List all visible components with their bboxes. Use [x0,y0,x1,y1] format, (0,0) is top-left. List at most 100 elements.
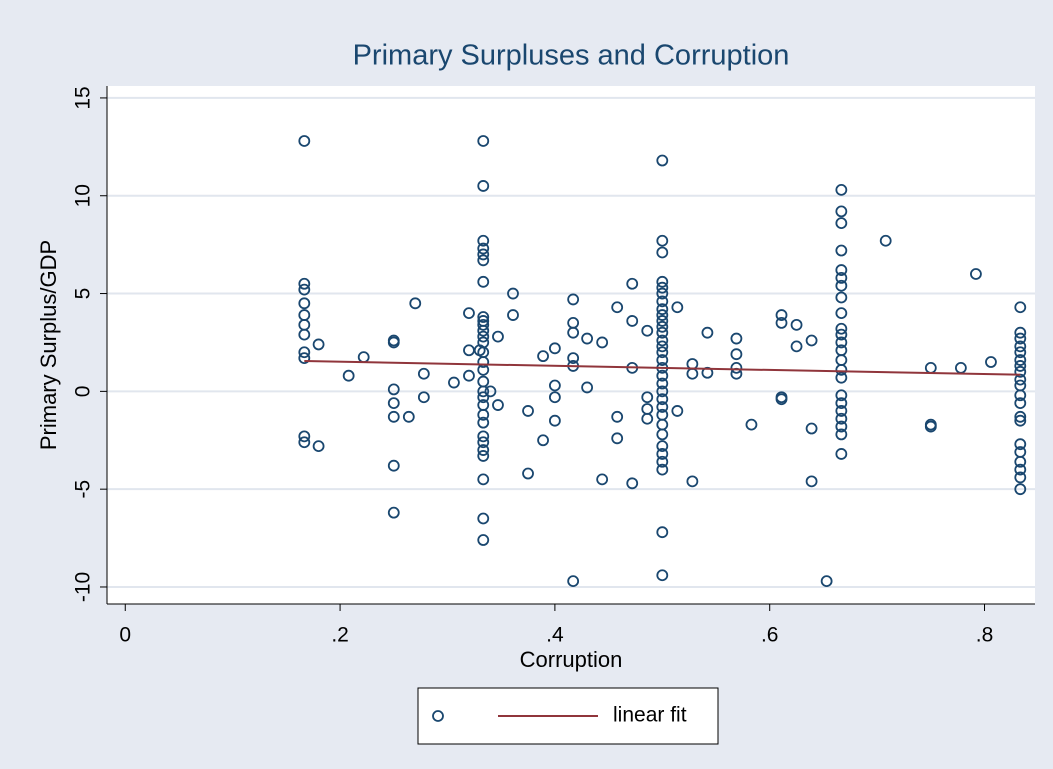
point [1014,360,1027,372]
point [548,342,561,355]
legend: linear fit [417,687,719,745]
point [611,410,624,423]
point [924,420,937,433]
point [656,154,669,167]
point [1014,340,1027,353]
point [671,301,684,314]
point [477,385,490,398]
point [835,264,848,276]
point [417,367,430,380]
x-tick-label: 0 [119,624,131,647]
point [548,414,561,427]
point [567,575,580,588]
point [1014,414,1027,427]
point [548,379,561,392]
point [567,326,580,339]
point [611,432,624,445]
point [656,246,669,259]
chart-title: Primary Surpluses and Corruption [353,40,790,72]
point [402,410,415,423]
point [492,330,504,343]
point [835,412,848,425]
point [298,135,311,147]
point [656,309,669,321]
point [477,534,490,546]
point [835,307,848,320]
y-axis-label: Primary Surplus/GDP [36,240,61,450]
point [835,291,848,304]
point [298,328,311,341]
point [477,512,490,525]
point [656,385,669,398]
x-tick-label: .8 [976,624,994,647]
point [567,352,580,365]
point [548,391,561,404]
y-tick-label: 15 [72,86,95,109]
point [477,391,490,404]
point [701,326,714,339]
point [835,428,848,441]
legend-marker [432,710,444,722]
point [835,420,848,433]
point [775,316,788,329]
point [581,381,594,394]
point [656,526,669,539]
point [970,268,982,280]
point [835,322,848,335]
point [775,393,788,406]
point [805,475,818,488]
point [477,430,490,443]
point [611,301,624,314]
point [656,315,669,327]
point [387,410,400,423]
point [522,405,534,417]
point [477,450,490,462]
point [1014,354,1027,366]
point [477,311,490,323]
point [641,324,654,337]
x-tick-label: .6 [761,624,779,647]
point [656,275,669,288]
point [477,444,490,456]
point [312,440,325,453]
x-tick-label: .4 [546,624,564,647]
point [656,440,669,453]
point [641,412,654,425]
point [342,369,355,382]
point [1014,471,1027,484]
point [1014,483,1027,496]
point [835,272,848,284]
point [835,328,848,341]
point [656,346,669,359]
point [835,389,848,402]
point [507,309,519,321]
point [835,448,848,460]
point [448,376,460,389]
point [1014,326,1027,339]
point [477,416,490,429]
point [477,330,490,343]
point [656,340,669,353]
point [730,332,743,345]
point [835,363,848,376]
point [477,254,490,267]
point [835,244,848,257]
point [492,399,504,411]
point [656,448,669,460]
point [387,506,400,519]
plot-area [107,86,1035,604]
point [477,242,490,255]
x-axis-label: Corruption [520,647,623,672]
point [567,293,580,306]
point [387,397,400,409]
point [1014,455,1027,468]
point [656,569,669,582]
point [298,352,311,365]
y-tick-label: 5 [72,288,95,300]
point [775,309,788,321]
point [790,340,803,353]
point [835,183,848,196]
point [477,318,490,331]
point [656,455,669,468]
y-tick-label: 0 [72,386,95,398]
